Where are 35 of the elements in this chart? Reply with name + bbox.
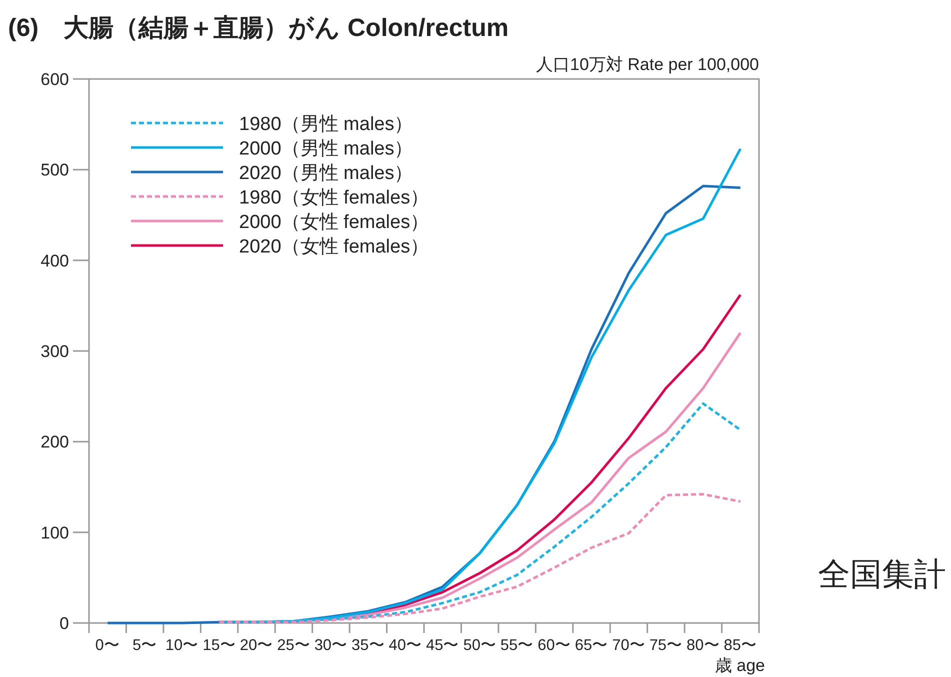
x-tick-label: 30〜: [314, 637, 348, 654]
x-tick-label: 20〜: [240, 637, 274, 654]
x-tick-label: 55〜: [500, 637, 534, 654]
x-tick-label: 10〜: [165, 637, 199, 654]
x-tick-label: 85〜: [724, 637, 758, 654]
x-tick-label: 15〜: [202, 637, 236, 654]
x-tick-label: 35〜: [352, 637, 385, 654]
legend-label: 2020（女性 females）: [239, 236, 430, 258]
x-tick-label: 40〜: [388, 637, 422, 654]
legend-label: 2000（女性 females）: [239, 212, 430, 233]
legend-label: 1980（女性 females）: [239, 188, 430, 208]
y-tick-label: 100: [40, 523, 69, 542]
x-tick-label: 5〜: [132, 637, 158, 654]
y-tick-label: 500: [40, 160, 69, 180]
x-tick-label: 70〜: [612, 637, 646, 654]
legend-label: 2000（男性 males）: [239, 138, 414, 160]
x-tick-label: 0〜: [95, 637, 120, 654]
text: 全国集計: [818, 556, 946, 592]
y-tick-label: 400: [40, 251, 69, 270]
y-tick-label: 300: [40, 342, 69, 361]
x-axis-title: 歳 age: [714, 656, 765, 675]
chart-title: (6) 大腸（結腸＋直腸）がん Colon/rectum: [8, 14, 509, 42]
y-axis-title: 人口10万対 Rate per 100,000: [536, 55, 759, 74]
x-tick-label: 25〜: [277, 637, 310, 654]
y-tick-label: 0: [60, 614, 69, 633]
x-tick-label: 50〜: [463, 637, 496, 654]
x-tick-label: 80〜: [686, 637, 720, 654]
y-tick-label: 600: [40, 70, 69, 89]
legend-label: 1980（男性 males）: [239, 114, 414, 135]
x-tick-label: 75〜: [649, 637, 683, 654]
x-tick-label: 45〜: [426, 637, 460, 654]
x-tick-label: 65〜: [574, 637, 608, 654]
y-tick-label: 200: [40, 432, 69, 452]
x-tick-label: 60〜: [538, 637, 571, 654]
legend-label: 2020（男性 males）: [239, 163, 414, 184]
